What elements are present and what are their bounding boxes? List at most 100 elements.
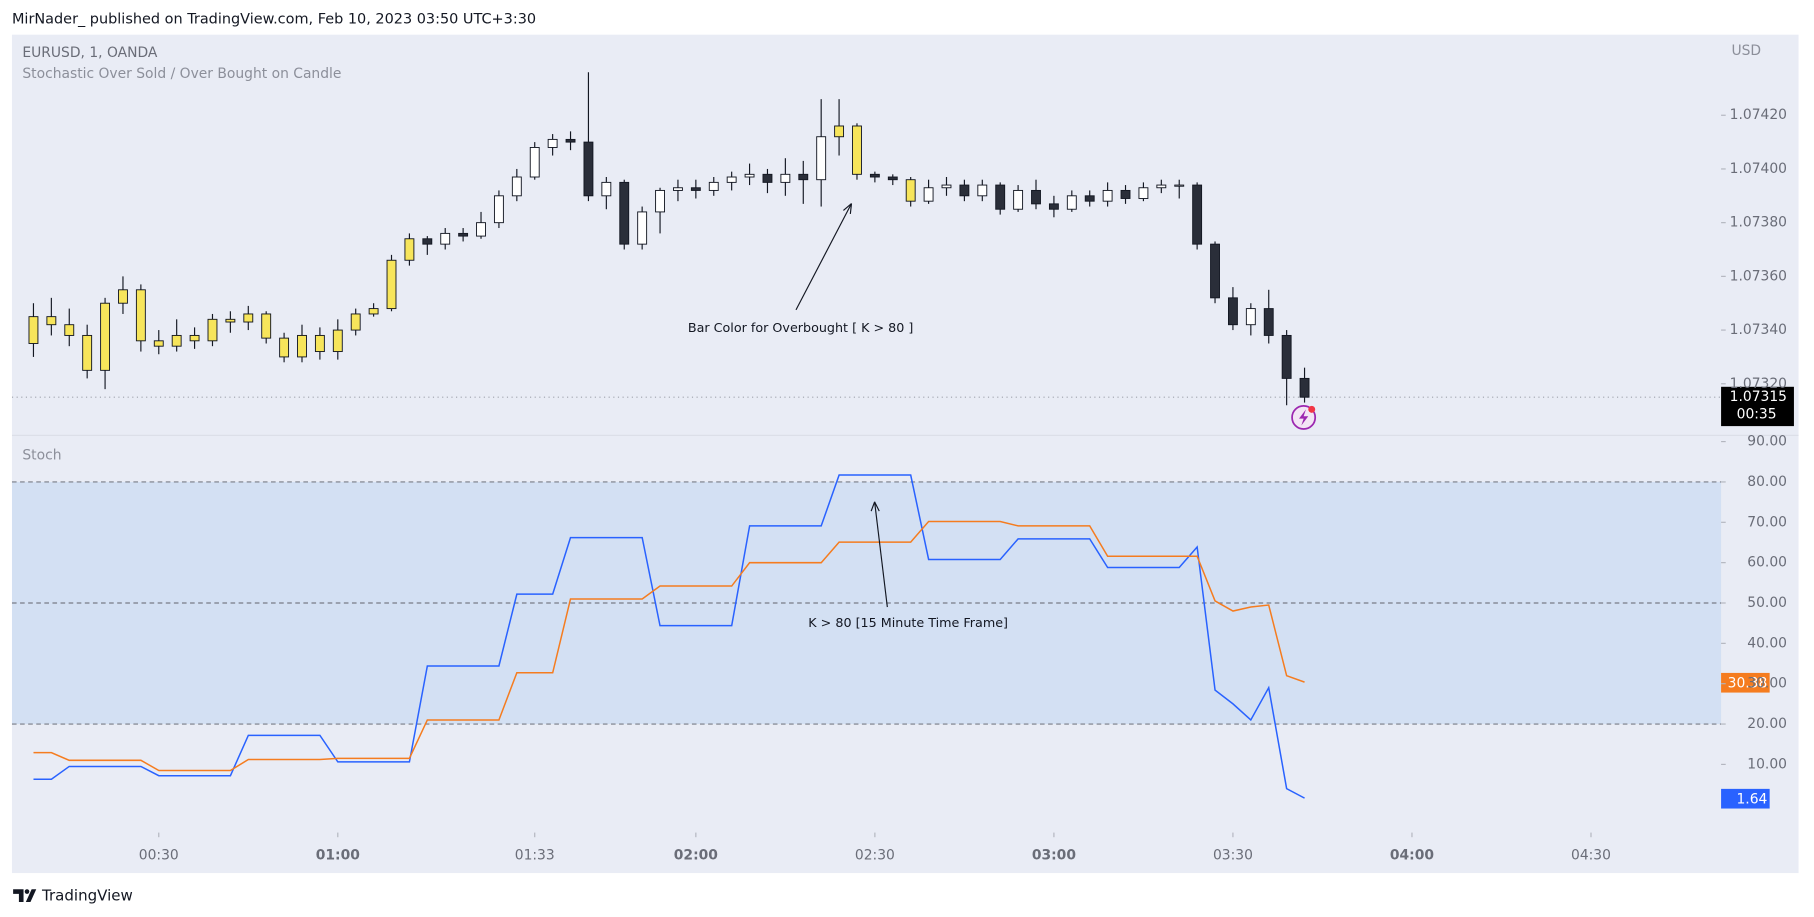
candle-body: [637, 211, 648, 245]
byline: MirNader_ published on TradingView.com, …: [12, 12, 536, 28]
candle-body: [601, 181, 612, 197]
candle-body: [726, 176, 737, 183]
candle-body: [28, 316, 39, 344]
candle-body: [1192, 184, 1203, 245]
candle-body: [1102, 189, 1113, 202]
candle-body: [1281, 334, 1292, 379]
candle-body: [547, 138, 558, 148]
x-tick-label: 01:33: [515, 848, 555, 864]
alert-dot: [1308, 405, 1316, 413]
indicator-title: Stochastic Over Sold / Over Bought on Ca…: [22, 66, 341, 82]
candle-body: [1245, 308, 1256, 326]
x-tick-label: 02:00: [674, 848, 718, 864]
candle-body: [100, 302, 111, 371]
y-tick-label: 80.00: [1747, 474, 1787, 490]
x-tick-label: 02:30: [855, 848, 895, 864]
candle-body: [995, 184, 1006, 210]
candle-body: [118, 289, 128, 304]
candle-body: [673, 187, 683, 191]
candle-body: [655, 189, 665, 213]
candle-body: [708, 181, 719, 191]
value-label: 1.64: [1736, 791, 1767, 807]
candle-body: [959, 184, 970, 197]
candle-body: [350, 313, 361, 331]
x-tick-label: 04:00: [1390, 848, 1434, 864]
y-tick-label: 50.00: [1747, 595, 1787, 611]
countdown-label: 00:35: [1737, 407, 1777, 423]
candle-body: [458, 232, 469, 237]
candle-body: [690, 187, 701, 191]
candle-body: [1263, 308, 1274, 336]
candle-body: [1174, 184, 1185, 187]
y-tick-label: 1.07320: [1730, 376, 1787, 392]
candle-body: [887, 176, 898, 181]
candle-body: [977, 184, 988, 197]
tradingview-logo: TradingView: [13, 887, 133, 905]
y-tick-label: 30.00: [1747, 676, 1787, 692]
candle-body: [171, 334, 182, 347]
candle-body: [923, 187, 934, 202]
candle-body: [422, 238, 433, 245]
candle-body: [225, 318, 236, 323]
candle-body: [529, 147, 540, 178]
candle-body: [1138, 187, 1149, 199]
candle-body: [583, 141, 594, 197]
plot-layer: 1.07315 00:35 1.07420 1.07400 1.07380 1.07360…: [11, 72, 1794, 864]
candle-body: [619, 181, 630, 245]
y-tick-label: 70.00: [1747, 514, 1787, 530]
y-tick-label: 20.00: [1747, 716, 1787, 732]
candle-body: [135, 289, 146, 342]
candle-body: [153, 340, 164, 347]
y-tick-label: 1.07340: [1730, 322, 1787, 338]
candle-body: [297, 334, 307, 358]
candle-body: [332, 329, 343, 353]
candle-body: [368, 308, 379, 315]
stoch-line: [33, 520, 1305, 772]
candle-body: [905, 179, 916, 202]
y-tick-label: 1.07380: [1730, 215, 1787, 231]
brand: TradingView: [41, 887, 133, 905]
candle-body: [1084, 195, 1095, 202]
annotation-arrow: [795, 203, 853, 311]
candle-body: [404, 238, 415, 261]
annotation-arrowhead: [843, 203, 853, 214]
annotation: Bar Color for Overbought [ K > 80 ]: [688, 320, 914, 335]
candle-body: [46, 316, 57, 326]
candle-body: [386, 259, 397, 310]
annotation-arrowhead: [870, 501, 880, 512]
candle-body: [1013, 189, 1024, 210]
candle-body: [780, 173, 791, 183]
symbol-title: EURUSD, 1, OANDA: [22, 45, 158, 61]
x-tick-label: 04:30: [1571, 848, 1611, 864]
candle-body: [64, 324, 75, 336]
candle-body: [1299, 377, 1310, 398]
candle-body: [869, 173, 880, 178]
value-box: [1721, 672, 1770, 693]
logo-mark: [13, 889, 37, 902]
x-tick-label: 03:00: [1032, 848, 1076, 864]
candle-body: [207, 318, 218, 342]
candle-body: [189, 334, 200, 342]
candle-body: [279, 337, 290, 358]
stoch-line: [33, 474, 1305, 799]
y-tick-label: 1.07420: [1730, 107, 1787, 123]
candle-body: [314, 334, 325, 353]
y-tick-label: 1.07400: [1730, 161, 1787, 177]
candle-body: [834, 125, 845, 138]
candle-body: [565, 138, 576, 143]
candle-body: [941, 184, 952, 189]
y-tick-label: 90.00: [1747, 434, 1787, 450]
annotation-arrow: [874, 501, 888, 608]
x-tick-label: 03:30: [1213, 848, 1253, 864]
candle-body: [261, 313, 272, 339]
chart-background: [11, 34, 1799, 874]
currency-label: USD: [1731, 43, 1761, 59]
candle-body: [762, 173, 773, 183]
candle-body: [1048, 203, 1059, 210]
candle-body: [1031, 189, 1041, 205]
last-price-box: [1721, 386, 1794, 427]
candle-body: [1066, 195, 1077, 210]
candle-body: [243, 313, 254, 323]
x-tick-label: 01:00: [316, 848, 360, 864]
